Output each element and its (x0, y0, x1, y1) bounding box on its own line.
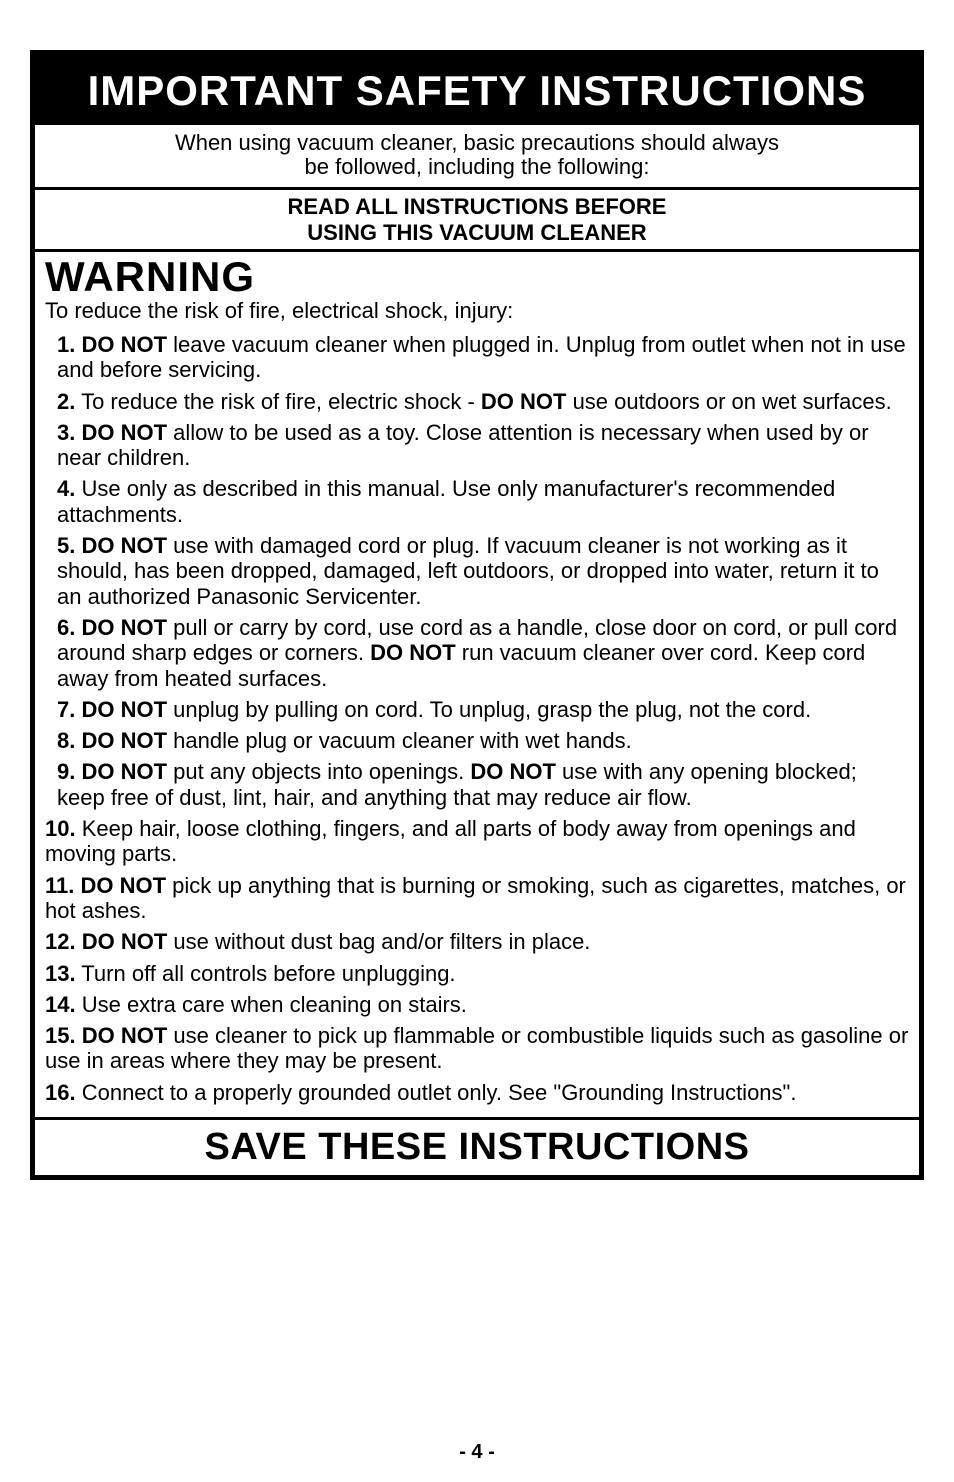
instruction-item: 1. DO NOT leave vacuum cleaner when plug… (45, 332, 909, 383)
item-number: 11. (45, 873, 74, 898)
item-mid: put any objects into openings. (167, 759, 470, 784)
banner-title: IMPORTANT SAFETY INSTRUCTIONS (35, 55, 919, 125)
item-number: 8. (57, 728, 75, 753)
item-lead-2: DO NOT (470, 759, 556, 784)
item-number: 14. (45, 992, 76, 1017)
read-all-line-1: READ ALL INSTRUCTIONS BEFORE (35, 194, 919, 219)
item-number: 6. (57, 615, 75, 640)
item-number: 10. (45, 816, 76, 841)
item-number: 5. (57, 533, 75, 558)
page-number: - 4 - (0, 1441, 954, 1464)
item-lead: DO NOT (81, 728, 167, 753)
warning-title: WARNING (45, 256, 909, 298)
item-text: use outdoors or on wet surfaces. (566, 389, 891, 414)
item-number: 12. (45, 929, 76, 954)
item-lead-2: DO NOT (370, 640, 456, 665)
read-all-line-2: USING THIS VACUUM CLEANER (35, 220, 919, 245)
item-number: 1. (57, 332, 75, 357)
intro-line-2: be followed, including the following: (305, 154, 650, 179)
item-lead: DO NOT (81, 697, 167, 722)
item-text: leave vacuum cleaner when plugged in. Un… (57, 332, 906, 382)
instruction-item: 15. DO NOT use cleaner to pick up flamma… (45, 1023, 909, 1074)
instruction-item: 7. DO NOT unplug by pulling on cord. To … (45, 697, 909, 722)
item-number: 16. (45, 1080, 76, 1105)
instruction-item: 3. DO NOT allow to be used as a toy. Clo… (45, 420, 909, 471)
item-text: Use extra care when cleaning on stairs. (76, 992, 467, 1017)
item-number: 4. (57, 476, 75, 501)
instruction-item: 4. Use only as described in this manual.… (45, 476, 909, 527)
item-number: 7. (57, 697, 75, 722)
item-lead: DO NOT (81, 332, 167, 357)
item-text: Turn off all controls before unplugging. (76, 961, 456, 986)
instruction-item: 14. Use extra care when cleaning on stai… (45, 992, 909, 1017)
item-text: unplug by pulling on cord. To unplug, gr… (167, 697, 811, 722)
warning-section: WARNING To reduce the risk of fire, elec… (35, 252, 919, 1120)
item-lead: DO NOT (81, 615, 167, 640)
item-lead: DO NOT (81, 873, 167, 898)
safety-instructions-frame: IMPORTANT SAFETY INSTRUCTIONS When using… (30, 50, 924, 1180)
instruction-item: 2. To reduce the risk of fire, electric … (45, 389, 909, 414)
instruction-item: 5. DO NOT use with damaged cord or plug.… (45, 533, 909, 609)
instruction-item: 8. DO NOT handle plug or vacuum cleaner … (45, 728, 909, 753)
warning-subtitle: To reduce the risk of fire, electrical s… (45, 298, 909, 324)
item-lead: DO NOT (481, 389, 567, 414)
item-text: use with damaged cord or plug. If vacuum… (57, 533, 879, 609)
item-text: pick up anything that is burning or smok… (45, 873, 906, 923)
instruction-item: 12. DO NOT use without dust bag and/or f… (45, 929, 909, 954)
item-lead: DO NOT (81, 759, 167, 784)
intro-line-1: When using vacuum cleaner, basic precaut… (175, 130, 779, 155)
item-number: 2. (57, 389, 75, 414)
item-number: 13. (45, 961, 76, 986)
item-text: handle plug or vacuum cleaner with wet h… (167, 728, 632, 753)
instruction-item: 16. Connect to a properly grounded outle… (45, 1080, 909, 1105)
item-lead: DO NOT (81, 533, 167, 558)
item-lead: DO NOT (81, 420, 167, 445)
instruction-item: 13. Turn off all controls before unplugg… (45, 961, 909, 986)
item-number: 9. (57, 759, 75, 784)
read-all-heading: READ ALL INSTRUCTIONS BEFORE USING THIS … (35, 190, 919, 252)
item-text: Connect to a properly grounded outlet on… (76, 1080, 797, 1105)
instruction-item: 11. DO NOT pick up anything that is burn… (45, 873, 909, 924)
instruction-item: 6. DO NOT pull or carry by cord, use cor… (45, 615, 909, 691)
instruction-item: 10. Keep hair, loose clothing, fingers, … (45, 816, 909, 867)
item-text: Keep hair, loose clothing, fingers, and … (45, 816, 856, 866)
item-text: use without dust bag and/or filters in p… (167, 929, 590, 954)
intro-text: When using vacuum cleaner, basic precaut… (35, 125, 919, 190)
item-lead: DO NOT (82, 1023, 168, 1048)
item-number: 3. (57, 420, 75, 445)
item-number: 15. (45, 1023, 76, 1048)
item-lead: DO NOT (82, 929, 168, 954)
item-pre: To reduce the risk of fire, electric sho… (75, 389, 481, 414)
instruction-item: 9. DO NOT put any objects into openings.… (45, 759, 909, 810)
item-text: Use only as described in this manual. Us… (57, 476, 835, 526)
item-text: use cleaner to pick up flammable or comb… (45, 1023, 908, 1073)
item-text: allow to be used as a toy. Close attenti… (57, 420, 869, 470)
save-instructions-heading: SAVE THESE INSTRUCTIONS (35, 1120, 919, 1175)
